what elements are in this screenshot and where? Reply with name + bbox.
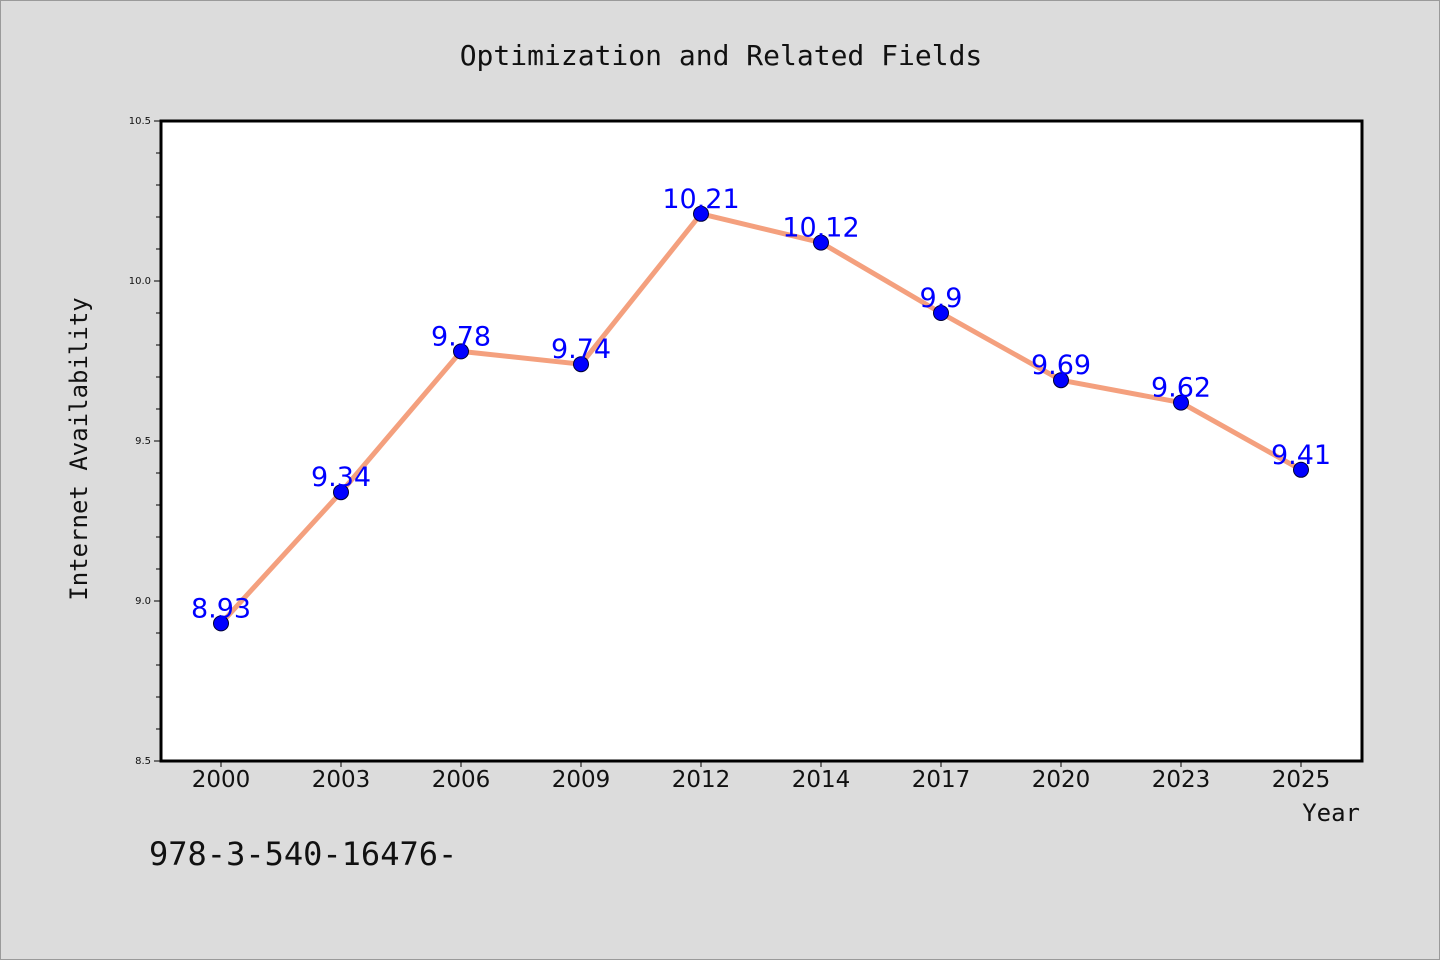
plot-area: [159, 119, 1364, 763]
y-tick-label: 9.5: [135, 436, 151, 447]
data-point: [453, 343, 469, 360]
x-tick-label: 2023: [1152, 767, 1211, 793]
x-tick-label: 2003: [312, 767, 371, 793]
x-tick-label: 2006: [432, 767, 491, 793]
series-points-group: [213, 205, 1309, 632]
data-label: 9.69: [1031, 350, 1091, 381]
data-point: [693, 205, 709, 222]
data-label: 9.9: [920, 283, 963, 314]
y-tick-label: 10.5: [129, 116, 151, 127]
data-label: 9.41: [1271, 440, 1331, 471]
data-label: 10.21: [662, 184, 739, 215]
x-tick-label: 2000: [192, 767, 251, 793]
data-labels-group: 8.93 9.34 9.78 9.74 10.21 10.12 9.9 9.69 9.62 9.4…: [191, 184, 1331, 625]
series-line-group: [218, 211, 1304, 626]
y-axis: 8.5 9.0 9.5 10.0 10.5: [129, 116, 161, 767]
data-point: [813, 234, 829, 251]
x-tick-label: 2009: [552, 767, 611, 793]
x-tick-label: 2014: [792, 767, 851, 793]
data-label: 9.78: [431, 321, 491, 352]
data-label: 10.12: [782, 213, 859, 244]
data-label: 8.93: [191, 593, 251, 624]
x-tick-label: 2017: [912, 767, 971, 793]
x-axis-label: Year: [1302, 799, 1360, 827]
y-tick-label: 9.0: [135, 596, 151, 607]
x-axis: 2000 2003 2006 2009 2012 2014 2017 2020 2023 2025: [192, 761, 1331, 793]
x-tick-label: 2025: [1272, 767, 1331, 793]
data-label: 9.62: [1151, 373, 1211, 404]
chart-title: Optimization and Related Fields: [460, 39, 983, 72]
y-tick-label: 10.0: [129, 276, 151, 287]
y-tick-label: 8.5: [135, 756, 151, 767]
data-label: 9.74: [551, 334, 611, 365]
data-point: [573, 356, 589, 373]
y-axis-label: Internet Availability: [65, 297, 93, 600]
data-point: [213, 615, 229, 632]
data-point: [333, 484, 349, 501]
data-point: [1293, 461, 1309, 478]
data-point: [1173, 394, 1189, 411]
series-line: [218, 211, 1304, 626]
x-tick-label: 2012: [672, 767, 731, 793]
data-point: [933, 305, 949, 321]
footer-text: 978-3-540-16476-: [149, 835, 457, 873]
x-tick-label: 2020: [1032, 767, 1091, 793]
data-point: [1053, 372, 1069, 389]
data-label: 9.34: [311, 462, 371, 493]
